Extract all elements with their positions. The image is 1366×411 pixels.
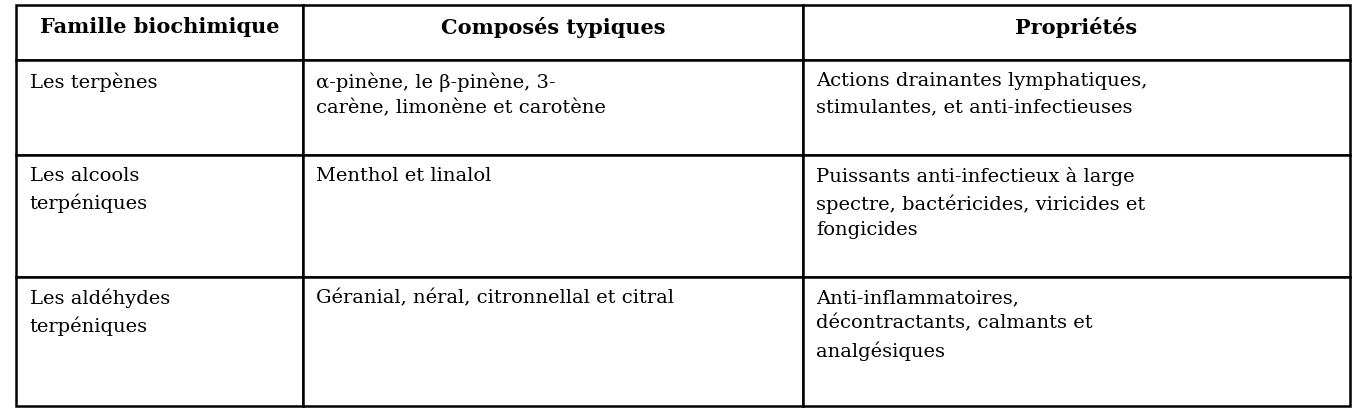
Bar <box>303 5 803 60</box>
Bar <box>303 155 803 277</box>
Bar <box>16 60 303 155</box>
Bar <box>303 60 803 155</box>
Text: Actions drainantes lymphatiques,
stimulantes, et anti-infectieuses: Actions drainantes lymphatiques, stimula… <box>817 72 1147 116</box>
Bar <box>803 5 1350 60</box>
Text: Propriétés: Propriétés <box>1015 17 1138 38</box>
Bar <box>16 155 303 277</box>
Text: Les terpènes: Les terpènes <box>30 72 157 92</box>
Bar <box>803 155 1350 277</box>
Text: Menthol et linalol: Menthol et linalol <box>317 166 492 185</box>
Bar <box>16 277 303 406</box>
Text: α-pinène, le β-pinène, 3-
carène, limonène et carotène: α-pinène, le β-pinène, 3- carène, limonè… <box>317 72 607 118</box>
Bar <box>803 60 1350 155</box>
Bar <box>303 60 803 155</box>
Bar <box>803 277 1350 406</box>
Text: Géranial, néral, citronnellal et citral: Géranial, néral, citronnellal et citral <box>317 289 675 307</box>
Bar <box>803 5 1350 60</box>
Bar <box>303 277 803 406</box>
Bar <box>303 155 803 277</box>
Text: Famille biochimique: Famille biochimique <box>40 17 280 37</box>
Bar <box>16 155 303 277</box>
Bar <box>803 277 1350 406</box>
Bar <box>16 5 303 60</box>
Text: Les aldéhydes
terpéniques: Les aldéhydes terpéniques <box>30 289 169 337</box>
Text: Anti-inflammatoires,
décontractants, calmants et
analgésiques: Anti-inflammatoires, décontractants, cal… <box>817 289 1093 361</box>
Bar <box>803 155 1350 277</box>
Bar <box>16 277 303 406</box>
Text: Composés typiques: Composés typiques <box>441 17 665 38</box>
Bar <box>303 5 803 60</box>
Text: Les alcools
terpéniques: Les alcools terpéniques <box>30 166 148 212</box>
Bar <box>303 277 803 406</box>
Text: Puissants anti-infectieux à large
spectre, bactéricides, viricides et
fongicides: Puissants anti-infectieux à large spectr… <box>817 166 1146 239</box>
Bar <box>16 60 303 155</box>
Bar <box>16 5 303 60</box>
Bar <box>803 60 1350 155</box>
